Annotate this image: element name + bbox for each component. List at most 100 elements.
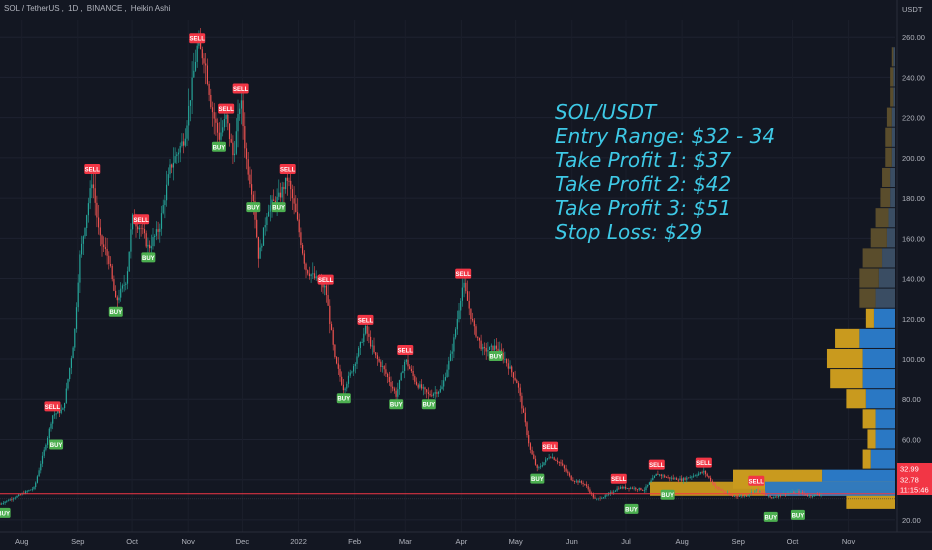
- candle-body: [30, 489, 32, 491]
- candle-body: [774, 496, 776, 498]
- time-axis-label: 2022: [290, 537, 307, 546]
- candle-body: [57, 410, 59, 414]
- candle-body: [390, 382, 392, 387]
- volume-profile-up-bar: [859, 328, 895, 348]
- candle-body: [198, 42, 200, 46]
- signal-badges: BUY SELL BUY SELL BUY SELL BUY SELL BUY SELL SELL B…: [0, 33, 805, 522]
- candle-body: [565, 468, 567, 472]
- candle-body: [60, 409, 62, 413]
- candle-body: [239, 108, 241, 114]
- candle-body: [740, 495, 742, 497]
- candle-body: [623, 486, 625, 489]
- candle-body: [67, 379, 69, 389]
- candle-body: [572, 480, 574, 482]
- chart-style-label[interactable]: Heikin Ashi: [130, 4, 171, 13]
- volume-profile-up-bar: [893, 47, 895, 67]
- interval-label[interactable]: 1D: [68, 4, 79, 13]
- candle-body: [460, 300, 462, 311]
- candle-body: [468, 300, 470, 309]
- candle-body: [123, 284, 125, 286]
- symbol-header[interactable]: SOL / TetherUS, 1D, BINANCE, Heikin Ashi: [4, 4, 171, 13]
- candle-body: [614, 490, 616, 492]
- candle-body: [414, 376, 416, 382]
- candle-body: [283, 186, 285, 190]
- candle-body: [516, 380, 518, 384]
- time-axis-label: Aug: [15, 537, 28, 546]
- sell-signal-badge: [648, 459, 665, 470]
- candle-body: [475, 326, 477, 337]
- candle-body: [458, 310, 460, 320]
- candle-body: [327, 295, 329, 306]
- candle-body: [681, 478, 683, 481]
- volume-profile-up-bar: [862, 348, 895, 369]
- candle-body: [142, 228, 144, 230]
- candle-body: [506, 358, 508, 364]
- time-axis[interactable]: Aug Sep Oct Nov Dec 2022 Feb Mar Apr May Jun Jul Aug…: [0, 531, 932, 546]
- candle-body: [300, 232, 302, 245]
- candle-body: [31, 488, 33, 490]
- overlay-entry-range: Entry Range: $32 - 34: [555, 124, 776, 148]
- candle-body: [206, 65, 208, 84]
- candle-body: [259, 247, 261, 259]
- candle-body: [737, 496, 739, 498]
- candle-body: [533, 454, 535, 459]
- candle-body: [26, 491, 28, 492]
- candle-body: [324, 285, 326, 288]
- candle-body: [546, 458, 548, 460]
- candle-body: [145, 233, 147, 247]
- candle-body: [109, 263, 112, 266]
- sell-signal-badge: [610, 473, 627, 484]
- candle-body: [509, 366, 511, 369]
- candle-body: [686, 477, 688, 480]
- candle-body: [218, 132, 220, 140]
- candle-body: [228, 123, 231, 140]
- candle-body: [135, 223, 137, 227]
- symbol-name[interactable]: SOL / TetherUS: [4, 4, 60, 13]
- candle-body: [609, 492, 611, 494]
- sell-signal-badge: [317, 274, 334, 285]
- candle-body: [606, 494, 608, 496]
- candle-body: [380, 361, 382, 367]
- candle-body: [220, 132, 222, 140]
- candle-body: [264, 224, 266, 228]
- buy-signal-label: BUY: [142, 256, 155, 262]
- sell-signal-label: SELL: [649, 463, 665, 469]
- time-axis-label: Jul: [621, 537, 631, 546]
- sell-signal-label: SELL: [133, 218, 149, 224]
- sell-signal-badge: [133, 214, 150, 225]
- candle-body: [48, 428, 50, 439]
- buy-signal-label: BUY: [213, 145, 226, 151]
- candle-body: [87, 203, 89, 216]
- candle-body: [616, 488, 618, 491]
- candle-body: [193, 70, 195, 78]
- candle-body: [577, 480, 579, 483]
- candlestick-series: [0, 28, 822, 505]
- candle-body: [466, 291, 469, 301]
- candle-body: [402, 370, 404, 374]
- candle-body: [492, 345, 494, 351]
- candle-body: [222, 127, 224, 133]
- candle-body: [817, 494, 819, 495]
- candle-body: [715, 485, 717, 487]
- candle-body: [91, 184, 93, 189]
- candle-body: [154, 235, 156, 238]
- candle-body: [789, 492, 792, 494]
- candle-body: [643, 490, 645, 491]
- volume-profile-down-bar: [859, 288, 876, 308]
- candle-body: [79, 254, 81, 283]
- candle-body: [698, 473, 700, 476]
- candle-body: [113, 279, 115, 291]
- candle-body: [419, 384, 421, 388]
- candle-body: [421, 384, 423, 389]
- candle-body: [50, 423, 52, 429]
- candle-body: [69, 368, 71, 380]
- candle-body: [291, 189, 293, 199]
- candle-body: [132, 214, 134, 230]
- candle-body: [795, 491, 797, 493]
- candle-body: [303, 253, 305, 264]
- candle-body: [200, 42, 202, 50]
- price-axis-label: 200.00: [902, 154, 925, 163]
- candle-body: [361, 342, 363, 343]
- candle-body: [84, 227, 86, 237]
